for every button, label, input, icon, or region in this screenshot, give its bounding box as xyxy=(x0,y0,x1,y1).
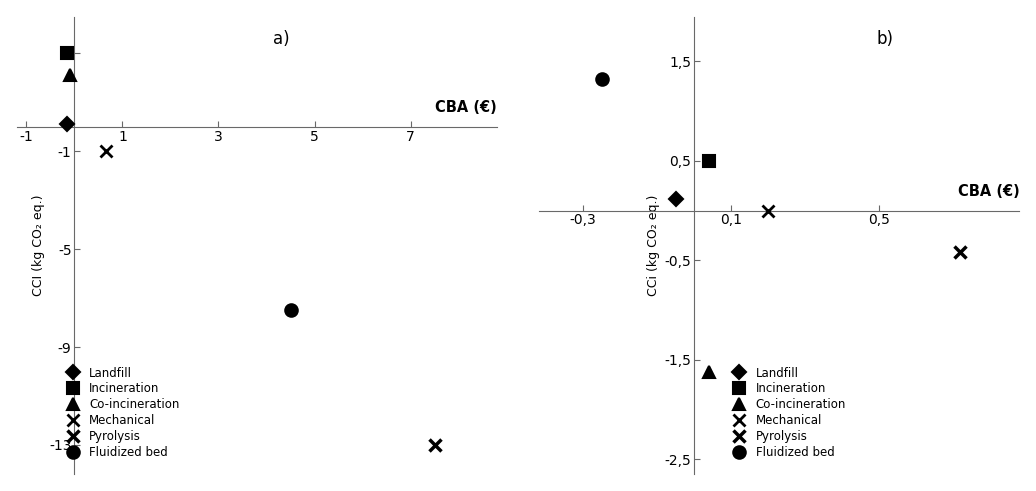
Text: CBA (€): CBA (€) xyxy=(435,100,497,115)
Text: CBA (€): CBA (€) xyxy=(957,184,1019,199)
Y-axis label: CCi (kg CO₂ eq.): CCi (kg CO₂ eq.) xyxy=(648,195,660,296)
Y-axis label: CCI (kg CO₂ eq.): CCI (kg CO₂ eq.) xyxy=(32,195,45,296)
Legend: Landfill, Incineration, Co-incineration, Mechanical, Pyrolysis, Fluidized bed: Landfill, Incineration, Co-incineration,… xyxy=(727,366,846,459)
Legend: Landfill, Incineration, Co-incineration, Mechanical, Pyrolysis, Fluidized bed: Landfill, Incineration, Co-incineration,… xyxy=(61,366,179,459)
Text: a): a) xyxy=(272,30,289,49)
Text: b): b) xyxy=(876,30,893,49)
